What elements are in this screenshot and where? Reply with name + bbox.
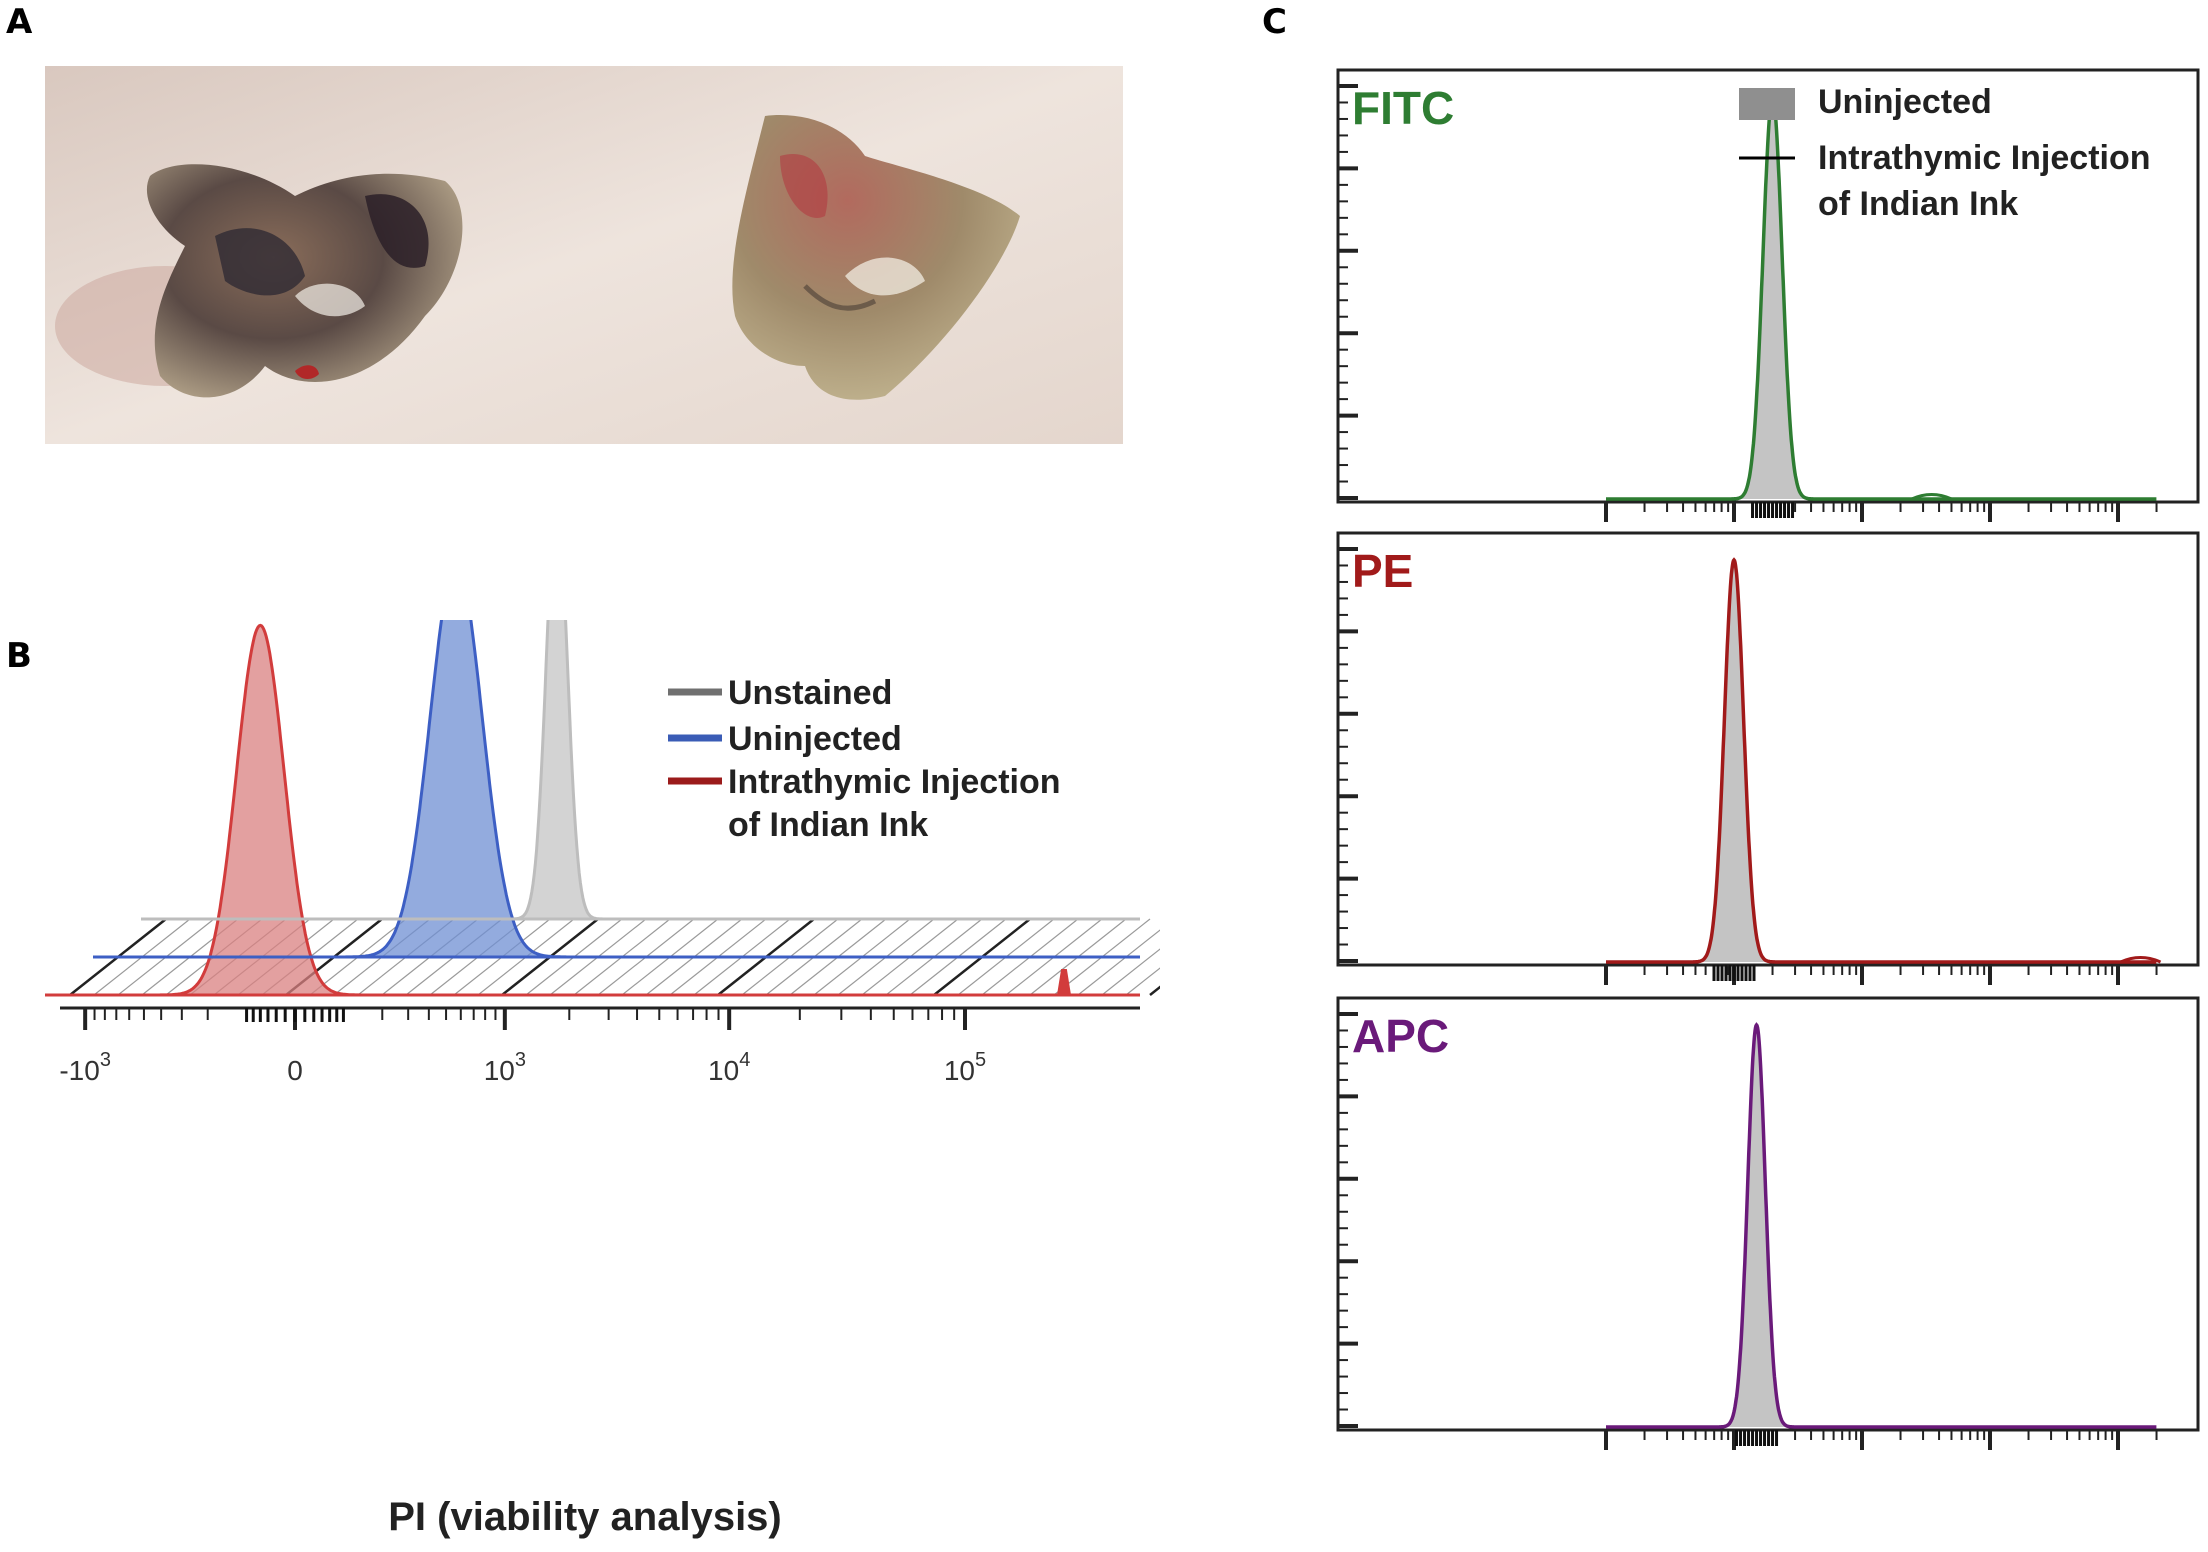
fluorescence-histograms: FITC PE APC Uninjected Intrathymic Injecti… [1336, 68, 2200, 1450]
series-baselines [45, 917, 1140, 997]
grid-line [1125, 967, 1160, 996]
legend-label-ink: Intrathymic Injection [728, 763, 1061, 801]
x-axis [60, 1006, 1140, 1030]
x-axis-title: PI (viability analysis) [388, 1495, 782, 1539]
legend-c-label-ink-line2: of Indian Ink [1818, 185, 2018, 223]
grid-line [1101, 948, 1160, 996]
legend-label-ink-line2: of Indian Ink [728, 806, 928, 844]
legend-c-label-uninjected: Uninjected [1818, 83, 1992, 121]
panel-fitc: FITC [1336, 68, 2200, 522]
pi-viability-chart: -103 0 103 104 105 PI (viability analysis) U… [45, 620, 1160, 1539]
legend-label-uninjected: Uninjected [728, 720, 902, 758]
panel-label-b: B [6, 636, 32, 676]
ink-histogram [1606, 94, 2157, 501]
x-tick-label: -103 [59, 1049, 111, 1086]
legend-c-label-ink: Intrathymic Injection [1818, 139, 2151, 177]
legend-label-unstained: Unstained [728, 674, 892, 712]
uninjected-histogram [1606, 560, 2157, 962]
panel-frame [1336, 531, 2200, 967]
ink-blip [2119, 956, 2162, 964]
panel-label-a: A [6, 2, 33, 42]
x-tick-label: 0 [287, 1055, 303, 1086]
panel-name-apc: APC [1352, 1010, 1449, 1062]
histogram-panels: FITC PE APC [1336, 68, 2200, 1450]
legend-b: Unstained Uninjected Intrathymic Injecti… [668, 674, 1061, 844]
thymus-photo [45, 66, 1123, 444]
x-tick-label: 103 [484, 1049, 526, 1086]
unstained-thymus [732, 115, 1020, 400]
panel-name-fitc: FITC [1352, 82, 1454, 134]
legend-swatch-uninjected-fill [1739, 88, 1795, 120]
ink-histogram [1606, 557, 2157, 964]
legend-c: Uninjected Intrathymic Injection of Indi… [1739, 83, 2151, 223]
ink-high-spike [1057, 969, 1071, 996]
ink-stained-thymus [146, 164, 463, 398]
panel-label-c: C [1262, 2, 1287, 42]
panel-name-pe: PE [1352, 545, 1413, 597]
grid-line [1149, 985, 1160, 996]
panel-pe: PE [1336, 531, 2200, 985]
panel-apc: APC [1336, 996, 2200, 1450]
x-tick-label: 105 [944, 1049, 986, 1086]
ink-blip [1911, 493, 1953, 501]
ink-histogram [1606, 1022, 2157, 1429]
x-tick-labels: -103 0 103 104 105 [59, 1049, 986, 1086]
x-tick-label: 104 [708, 1049, 750, 1086]
